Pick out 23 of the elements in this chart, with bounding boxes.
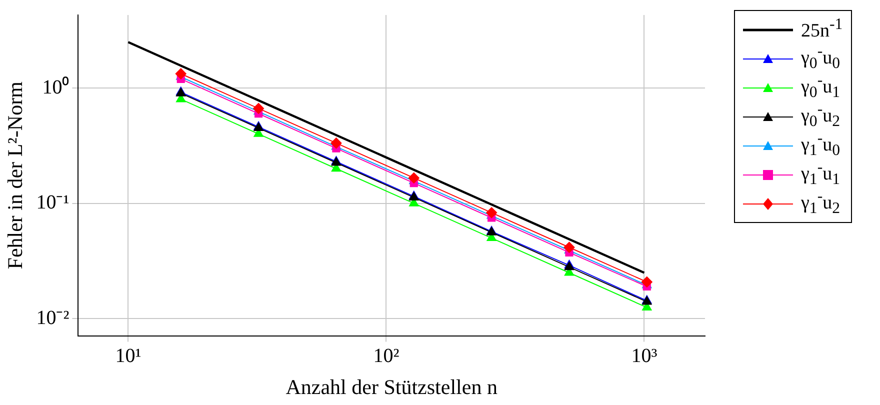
point [641,276,652,288]
legend-label: γ$_{0}$$^{-}$u$_{2}$ [801,101,840,132]
legend-label: γ$_{1}$$^{-}$u$_{1}$ [801,159,840,190]
legend-label: γ$_{0}$$^{-}$u$_{1}$ [801,72,840,103]
y-axis-title: Fehler in der L²-Norm [3,82,28,270]
point [486,207,498,218]
y-tick-label: 10⁻² [36,306,70,329]
y-tick-label: 10⁰ [42,75,70,98]
x-axis-title: Anzahl der Stützstellen n [286,374,498,399]
point [175,68,186,80]
legend-label: γ$_{1}$$^{-}$u$_{2}$ [801,188,840,219]
point [564,262,574,270]
legend-label: 25n$^{-1}$ [801,16,843,43]
point [253,102,264,114]
x-tick-label: 10¹ [115,345,142,368]
y-tick-label: 10⁻¹ [36,192,70,214]
legend-label: γ$_{0}$$^{-}$u$_{0}$ [801,43,840,74]
point [330,138,342,149]
point [408,172,420,184]
x-tick-label: 10³ [631,345,658,368]
legend-label: γ$_{1}$$^{-}$u$_{0}$ [801,130,840,161]
point [564,242,575,253]
x-tick-label: 10² [373,345,400,368]
